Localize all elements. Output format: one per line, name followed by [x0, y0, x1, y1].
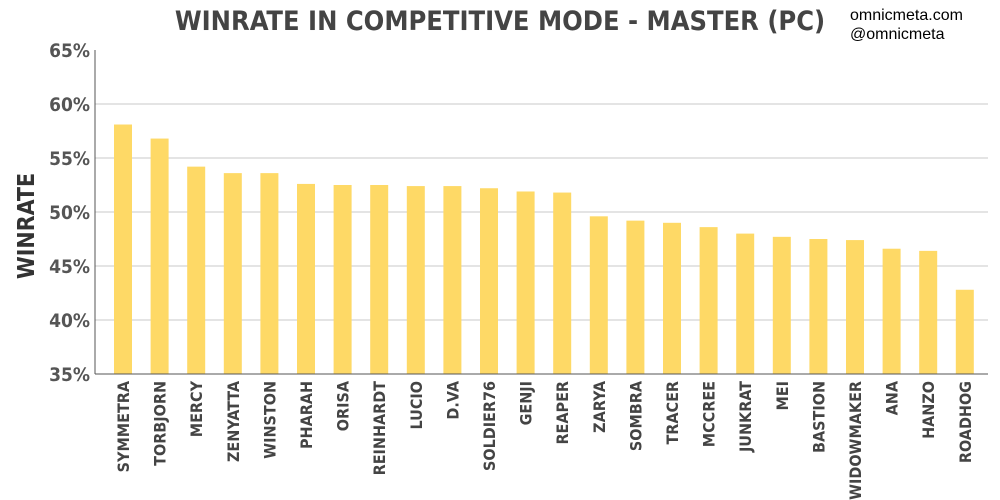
x-tick-d-va: D.VA: [443, 380, 462, 419]
bar-widowmaker: [846, 240, 864, 374]
y-tick-labels: 35% 40% 45% 50% 55% 60% 65%: [49, 40, 90, 386]
bar-d-va: [443, 186, 462, 374]
bar-zarya: [589, 216, 608, 374]
bar-hanzo: [919, 250, 938, 374]
bar-ana: [882, 248, 901, 374]
x-tick-labels: SYMMETRA TORBJORN MERCY ZENYATTA WINSTON PHAR…: [114, 380, 975, 500]
x-tick-pharah: PHARAH: [297, 381, 316, 449]
x-tick-widowmaker: WIDOWMAKER: [846, 381, 865, 500]
y-tick-55: 55%: [49, 148, 90, 170]
y-tick-50: 50%: [49, 202, 90, 224]
x-tick-mei: MEI: [773, 381, 792, 411]
bar-junkrat: [736, 233, 755, 374]
chart-title: WINRATE IN COMPETITIVE MODE - MASTER (PC…: [175, 6, 825, 37]
y-tick-35: 35%: [49, 364, 90, 386]
bar-tracer: [663, 222, 681, 374]
y-tick-65: 65%: [49, 40, 90, 62]
bar-mercy: [187, 166, 206, 374]
credit-site: omnicmeta.com: [850, 7, 963, 24]
bar-reaper: [553, 192, 572, 374]
bar-roadhog: [955, 289, 974, 374]
bar-reinhardt: [370, 185, 389, 374]
y-tick-60: 60%: [49, 94, 90, 116]
bars: [114, 124, 974, 375]
bar-mccree: [699, 227, 718, 374]
x-tick-junkrat: JUNKRAT: [736, 381, 755, 453]
bar-orisa: [333, 185, 352, 374]
bar-symmetra: [114, 124, 132, 375]
x-tick-genji: GENJI: [517, 381, 536, 425]
bar-zenyatta: [223, 173, 242, 374]
x-tick-symmetra: SYMMETRA: [114, 380, 133, 472]
y-axis-label: WINRATE: [14, 173, 40, 279]
bar-pharah: [297, 183, 315, 374]
y-tick-40: 40%: [49, 310, 90, 332]
x-tick-reaper: REAPER: [553, 381, 572, 445]
bar-sombra: [626, 220, 645, 374]
credit-handle: @omnicmeta: [850, 26, 945, 43]
x-tick-reinhardt: REINHARDT: [370, 381, 389, 476]
grid-lines: [95, 103, 988, 321]
x-tick-ana: ANA: [883, 380, 902, 415]
x-tick-mercy: MERCY: [187, 380, 206, 437]
x-tick-zarya: ZARYA: [590, 380, 609, 433]
x-tick-mccree: MCCREE: [700, 381, 719, 447]
x-tick-sombra: SOMBRA: [626, 380, 645, 451]
x-tick-zenyatta: ZENYATTA: [224, 380, 243, 462]
y-tick-45: 45%: [49, 256, 90, 278]
x-tick-lucio: LUCIO: [407, 381, 426, 429]
x-tick-torbjorn: TORBJORN: [151, 381, 170, 466]
bar-bastion: [809, 239, 828, 374]
bar-lucio: [406, 186, 425, 374]
bar-mei: [772, 236, 791, 374]
x-tick-roadhog: ROADHOG: [956, 381, 975, 463]
bar-soldier76: [480, 188, 498, 374]
x-tick-winston: WINSTON: [260, 381, 279, 459]
axes: [94, 50, 988, 375]
x-tick-soldier76: SOLDIER76: [480, 381, 499, 471]
x-tick-bastion: BASTION: [809, 381, 828, 453]
bar-torbjorn: [150, 138, 169, 374]
x-tick-orisa: ORISA: [334, 380, 353, 431]
bar-genji: [516, 191, 535, 374]
bar-winston: [260, 173, 279, 374]
x-tick-tracer: TRACER: [663, 381, 682, 445]
x-tick-hanzo: HANZO: [919, 381, 938, 439]
